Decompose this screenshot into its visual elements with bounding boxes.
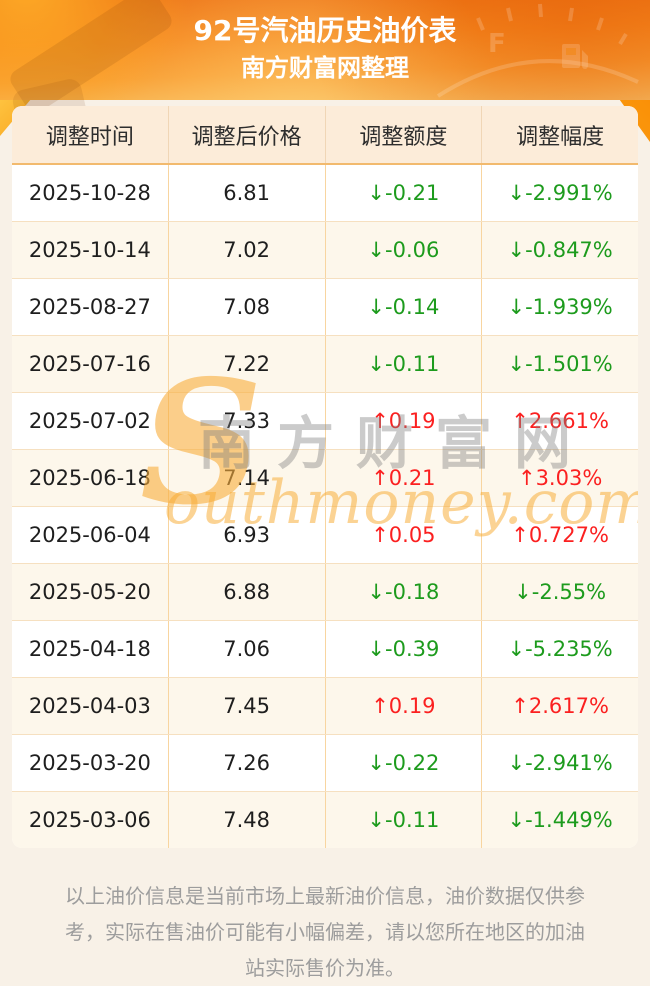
- svg-text:F: F: [488, 29, 506, 59]
- cell-price: 6.88: [169, 564, 326, 620]
- column-header-price: 调整后价格: [169, 106, 326, 163]
- cell-pct: ↓-2.991%: [507, 181, 613, 205]
- page-title: 92号汽油历史油价表: [193, 14, 457, 47]
- table-row: 2025-06-04 6.93 ↑0.05 ↑0.727%: [12, 506, 638, 563]
- cell-change: ↓-0.11: [326, 792, 483, 848]
- cell-price: 7.08: [169, 279, 326, 335]
- cell-pct: ↓-1.501%: [507, 352, 613, 376]
- table-row: 2025-06-18 7.14 ↑0.21 ↑3.03%: [12, 449, 638, 506]
- page-subtitle: 南方财富网整理: [241, 53, 409, 82]
- cell-pct: ↓-2.941%: [507, 751, 613, 775]
- cell-price: 7.06: [169, 621, 326, 677]
- cell-date: 2025-10-28: [12, 165, 169, 221]
- disclaimer-text: 以上油价信息是当前市场上最新油价信息，油价数据仅供参考，实际在售油价可能有小幅偏…: [65, 884, 585, 980]
- cell-date: 2025-03-06: [12, 792, 169, 848]
- cell-change: ↑0.05: [326, 507, 483, 563]
- cell-pct: ↑0.727%: [511, 523, 609, 547]
- table-row: 2025-04-03 7.45 ↑0.19 ↑2.617%: [12, 677, 638, 734]
- column-header-change: 调整额度: [326, 106, 483, 163]
- price-table-body: 2025-10-28 6.81 ↓-0.21 ↓-2.991% 2025-10-…: [12, 165, 638, 848]
- cell-price: 7.48: [169, 792, 326, 848]
- cell-change: ↓-0.14: [326, 279, 483, 335]
- cell-change: ↓-0.21: [326, 165, 483, 221]
- cell-pct: ↑2.617%: [511, 694, 609, 718]
- table-header-row: 调整时间 调整后价格 调整额度 调整幅度: [12, 106, 638, 165]
- table-row: 2025-04-18 7.06 ↓-0.39 ↓-5.235%: [12, 620, 638, 677]
- cell-change: ↓-0.11: [326, 336, 483, 392]
- cell-price: 6.81: [169, 165, 326, 221]
- cell-pct: ↑2.661%: [511, 409, 609, 433]
- cell-date: 2025-03-20: [12, 735, 169, 791]
- banner: F 92号汽油历史油价表 南方财富网整理: [0, 0, 650, 117]
- cell-price: 6.93: [169, 507, 326, 563]
- cell-price: 7.14: [169, 450, 326, 506]
- cell-date: 2025-04-18: [12, 621, 169, 677]
- cell-pct: ↓-5.235%: [507, 637, 613, 661]
- cell-pct: ↓-0.847%: [507, 238, 613, 262]
- cell-change: ↓-0.22: [326, 735, 483, 791]
- table-row: 2025-10-14 7.02 ↓-0.06 ↓-0.847%: [12, 221, 638, 278]
- cell-pct: ↓-2.55%: [514, 580, 607, 604]
- column-header-pct: 调整幅度: [516, 124, 605, 150]
- cell-date: 2025-05-20: [12, 564, 169, 620]
- price-table-card: 调整时间 调整后价格 调整额度 调整幅度 2025-10-28 6.81 ↓-0…: [12, 106, 638, 848]
- table-row: 2025-03-20 7.26 ↓-0.22 ↓-2.941%: [12, 734, 638, 791]
- cell-date: 2025-06-04: [12, 507, 169, 563]
- table-row: 2025-03-06 7.48 ↓-0.11 ↓-1.449%: [12, 791, 638, 848]
- cell-date: 2025-04-03: [12, 678, 169, 734]
- cell-pct: ↓-1.939%: [507, 295, 613, 319]
- cell-change: ↑0.19: [326, 678, 483, 734]
- cell-price: 7.26: [169, 735, 326, 791]
- cell-change: ↓-0.18: [326, 564, 483, 620]
- table-row: 2025-10-28 6.81 ↓-0.21 ↓-2.991%: [12, 165, 638, 221]
- cell-change: ↓-0.39: [326, 621, 483, 677]
- table-row: 2025-07-02 7.33 ↑0.19 ↑2.661%: [12, 392, 638, 449]
- cell-pct: ↑3.03%: [517, 466, 603, 490]
- table-row: 2025-08-27 7.08 ↓-0.14 ↓-1.939%: [12, 278, 638, 335]
- table-row: 2025-05-20 6.88 ↓-0.18 ↓-2.55%: [12, 563, 638, 620]
- cell-price: 7.22: [169, 336, 326, 392]
- cell-date: 2025-08-27: [12, 279, 169, 335]
- cell-pct: ↓-1.449%: [507, 808, 613, 832]
- cell-price: 7.45: [169, 678, 326, 734]
- cell-change: ↑0.21: [326, 450, 483, 506]
- column-header-date: 调整时间: [12, 106, 169, 163]
- cell-price: 7.33: [169, 393, 326, 449]
- cell-date: 2025-10-14: [12, 222, 169, 278]
- fuel-gauge-icon: F: [436, 3, 639, 98]
- cell-date: 2025-07-16: [12, 336, 169, 392]
- cell-date: 2025-07-02: [12, 393, 169, 449]
- cell-date: 2025-06-18: [12, 450, 169, 506]
- table-row: 2025-07-16 7.22 ↓-0.11 ↓-1.501%: [12, 335, 638, 392]
- cell-change: ↓-0.06: [326, 222, 483, 278]
- cell-price: 7.02: [169, 222, 326, 278]
- cell-change: ↑0.19: [326, 393, 483, 449]
